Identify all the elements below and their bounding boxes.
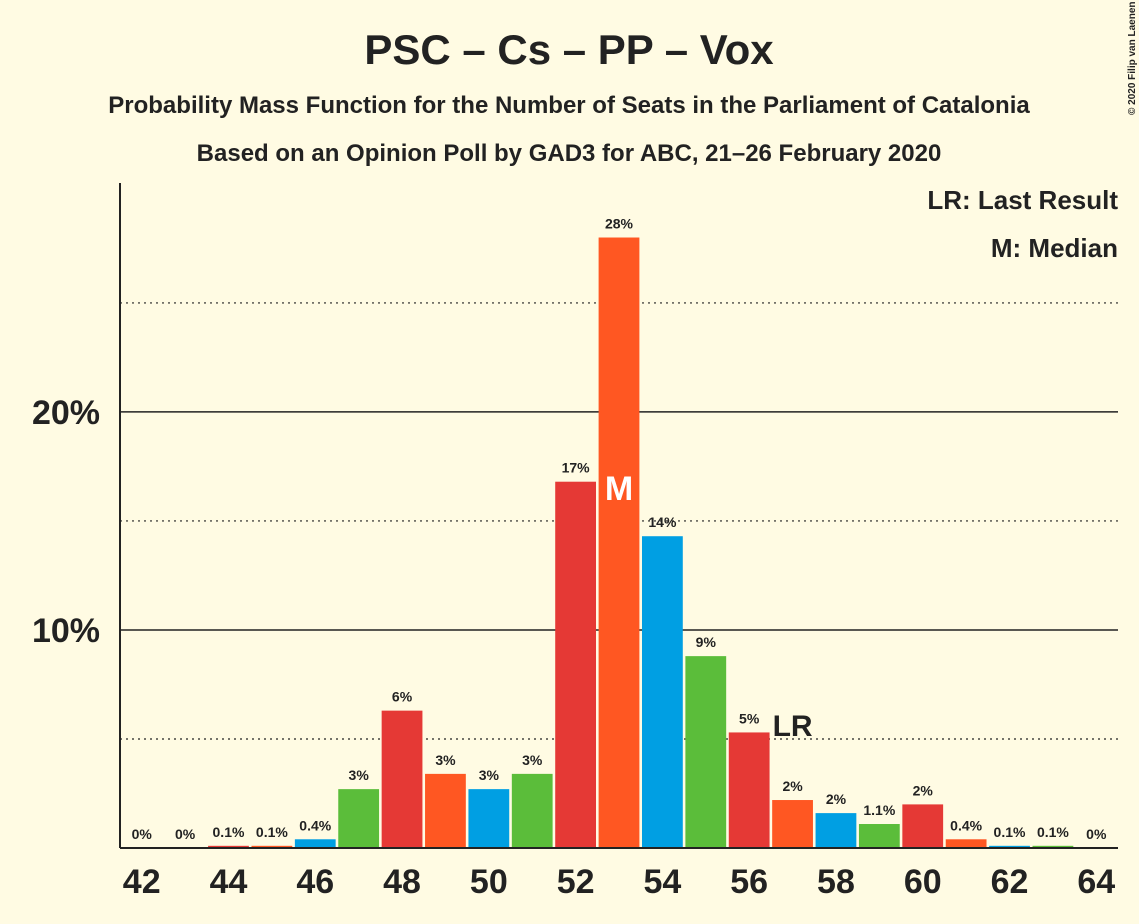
data-label: 0.4% [299,817,331,833]
data-label: 0% [175,826,196,842]
x-tick-label: 44 [210,863,248,901]
legend-entry: LR: Last Result [927,185,1118,215]
bar [858,824,900,848]
data-label: 0.1% [256,824,288,840]
credit: © 2020 Filip van Laenen [1127,1,1138,115]
data-label: 0% [1086,826,1107,842]
bar [989,845,1030,848]
x-tick-label: 60 [904,863,942,901]
bar [338,789,380,848]
bar [294,839,336,848]
data-label: 0.1% [994,824,1026,840]
data-label: 2% [826,791,847,807]
data-label: 3% [522,752,543,768]
bar [685,656,727,848]
bar [511,773,553,848]
x-tick-label: 48 [383,863,421,901]
bar [902,804,944,848]
bar [641,536,683,848]
x-tick-label: 50 [470,863,508,901]
last-result-marker: LR [773,710,813,743]
x-tick-label: 54 [643,863,681,901]
bar [468,789,510,848]
median-marker: M [605,470,633,508]
data-label: 0.4% [950,817,982,833]
data-label: 2% [913,782,934,798]
data-label: 0.1% [213,824,245,840]
data-label: 9% [696,634,717,650]
bar [208,845,249,848]
x-tick-label: 58 [817,863,855,901]
y-tick-label: 20% [32,394,100,432]
chart-title: PSC – Cs – PP – Vox [364,26,774,73]
legend-entry: M: Median [991,233,1118,263]
data-label: 3% [479,767,500,783]
bar [728,732,770,848]
bar [555,481,597,848]
data-label: 2% [782,778,803,794]
x-tick-label: 42 [123,863,161,901]
data-label: 28% [605,216,634,232]
bar [945,839,987,848]
chart-subtitle: Based on an Opinion Poll by GAD3 for ABC… [197,140,942,167]
data-label: 3% [435,752,456,768]
x-tick-label: 62 [991,863,1029,901]
data-label: 5% [739,710,760,726]
bar [251,845,293,848]
x-tick-label: 56 [730,863,768,901]
x-tick-label: 64 [1077,863,1115,901]
bar [1032,845,1074,848]
x-tick-label: 46 [296,863,334,901]
bar [598,237,640,849]
data-label: 17% [562,460,591,476]
bar [425,773,466,848]
bar [815,813,857,848]
data-label: 0.1% [1037,824,1069,840]
bar [381,710,423,848]
x-tick-label: 52 [557,863,595,901]
data-label: 0% [132,826,153,842]
data-label: 1.1% [863,802,895,818]
data-label: 6% [392,689,413,705]
y-tick-label: 10% [32,612,100,650]
chart-subtitle: Probability Mass Function for the Number… [108,92,1030,119]
data-label: 14% [648,514,677,530]
data-label: 3% [349,767,370,783]
bar [772,800,813,848]
